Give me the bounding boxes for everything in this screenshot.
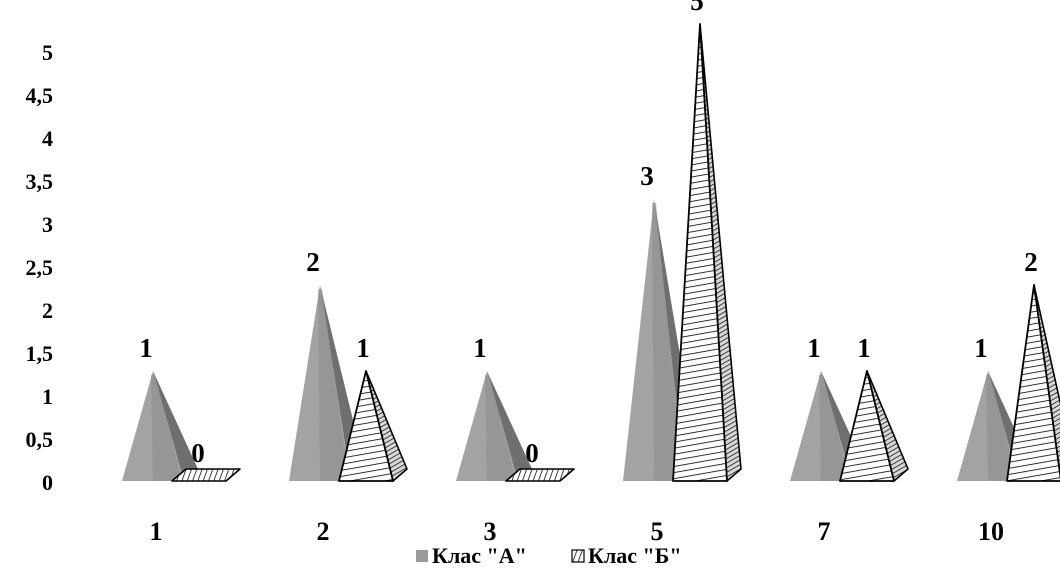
y-axis: 0 0,5 1 1,5 2 2,5 3 3,5 4 4,5 5 (26, 40, 54, 495)
legend: Клас "А" Клас "Б" (416, 543, 682, 568)
x-axis: 1 2 3 5 7 10 (150, 517, 1005, 546)
bar-series-b-5 (672, 23, 742, 482)
y-tick-label: 3 (42, 212, 53, 237)
plot-area: 1 0 2 1 1 0 3 5 1 1 1 2 (122, 0, 1060, 482)
bar-series-b-7 (839, 370, 909, 482)
data-label-series-a: 1 (139, 333, 153, 363)
y-tick-label: 1 (42, 384, 53, 409)
legend-swatch-series-a (416, 550, 428, 562)
data-label-series-a: 2 (306, 247, 320, 277)
bar-series-b-3 (505, 468, 575, 482)
legend-label-series-b: Клас "Б" (588, 543, 682, 568)
bar-series-b-10 (1006, 284, 1060, 482)
legend-label-series-a: Клас "А" (432, 543, 527, 568)
y-tick-label: 4 (42, 126, 53, 151)
data-label-series-a: 3 (640, 161, 654, 191)
data-label-series-a: 1 (974, 333, 988, 363)
y-tick-label: 5 (42, 40, 53, 65)
y-tick-label: 2 (42, 298, 53, 323)
legend-item-series-b: Клас "Б" (571, 543, 682, 568)
legend-swatch-series-b (571, 549, 585, 563)
y-tick-label: 2,5 (26, 255, 54, 280)
bar-series-a-3 (456, 371, 532, 481)
y-tick-label: 1,5 (26, 341, 54, 366)
x-category-label: 5 (651, 517, 664, 546)
x-category-label: 10 (978, 517, 1004, 546)
bar-series-b-1 (171, 468, 241, 482)
y-tick-label: 3,5 (26, 169, 54, 194)
y-tick-label: 4,5 (26, 83, 54, 108)
bar-series-a-1 (122, 371, 198, 481)
x-category-label: 3 (484, 517, 497, 546)
x-category-label: 7 (818, 517, 831, 546)
bar-series-b-2 (338, 370, 408, 482)
data-label-series-b: 0 (191, 438, 205, 468)
data-label-series-b: 0 (525, 438, 539, 468)
y-tick-label: 0,5 (26, 427, 54, 452)
data-label-series-b: 5 (690, 0, 704, 16)
data-label-series-b: 2 (1024, 247, 1038, 277)
data-label-series-b: 1 (857, 333, 871, 363)
data-label-series-b: 1 (356, 333, 370, 363)
y-tick-label: 0 (42, 470, 53, 495)
legend-item-series-a: Клас "А" (416, 543, 527, 568)
x-category-label: 2 (317, 517, 330, 546)
x-category-label: 1 (150, 517, 163, 546)
data-label-series-a: 1 (473, 333, 487, 363)
data-label-series-a: 1 (807, 333, 821, 363)
